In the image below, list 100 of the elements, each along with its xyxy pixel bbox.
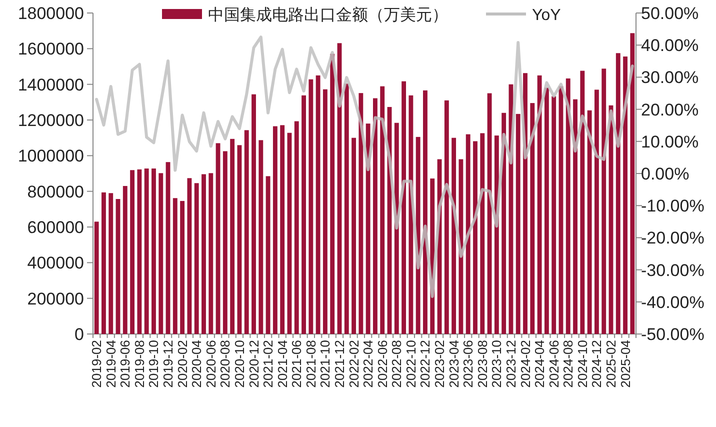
bar xyxy=(130,170,135,334)
bar xyxy=(152,168,156,334)
bar xyxy=(258,140,264,334)
bar xyxy=(180,200,185,334)
bar xyxy=(202,174,206,334)
bar xyxy=(602,68,606,334)
bar xyxy=(573,99,578,334)
x-tick-label: 2019-04 xyxy=(103,340,118,388)
bar xyxy=(380,86,385,334)
x-tick-label: 2021-02 xyxy=(260,340,276,388)
y-tick-label: 1800000 xyxy=(18,4,84,23)
bar xyxy=(630,33,635,334)
bar xyxy=(222,151,228,334)
bar xyxy=(580,70,585,334)
bar xyxy=(594,90,599,334)
bar xyxy=(452,138,456,334)
y2-tick-label: -30.00% xyxy=(641,260,704,280)
x-tick-label: 2022-06 xyxy=(374,340,390,388)
y2-tick-label: 0.00% xyxy=(641,164,690,184)
bar xyxy=(280,125,285,334)
x-tick-label: 2023-06 xyxy=(460,340,476,388)
bar xyxy=(366,124,370,334)
bar xyxy=(116,199,120,334)
bar xyxy=(108,193,114,334)
bar xyxy=(466,134,470,334)
bar xyxy=(352,138,356,334)
x-tick-label: 2025-02 xyxy=(603,340,618,388)
x-tick-label: 2022-04 xyxy=(360,340,376,388)
x-tick-label: 2021-08 xyxy=(303,340,318,388)
bar xyxy=(473,141,478,334)
y2-tick-label: 20.00% xyxy=(641,100,699,120)
x-tick-label: 2023-04 xyxy=(446,340,462,388)
bar xyxy=(187,178,192,334)
x-tick-label: 2024-04 xyxy=(532,340,548,388)
y2-tick-label: 40.00% xyxy=(641,36,699,56)
bar xyxy=(216,143,220,334)
x-tick-label: 2019-06 xyxy=(118,340,133,388)
x-tick-label: 2019-02 xyxy=(89,340,104,388)
y2-tick-label: -40.00% xyxy=(641,292,704,312)
x-tick-label: 2022-02 xyxy=(346,340,362,388)
bar xyxy=(237,145,242,334)
legend-label: 中国集成电路出口金额（万美元） xyxy=(208,6,448,24)
y-tick-label: 1600000 xyxy=(18,40,84,59)
bar xyxy=(537,75,542,334)
x-tick-label: 2023-12 xyxy=(503,340,518,388)
y2-tick-label: 50.00% xyxy=(641,4,699,23)
x-tick-label: 2024-02 xyxy=(518,340,533,388)
x-tick-label: 2023-10 xyxy=(489,340,504,388)
bar xyxy=(402,81,406,334)
x-tick-label: 2025-04 xyxy=(618,340,633,388)
bar xyxy=(294,121,299,334)
y2-tick-label: 10.00% xyxy=(641,132,699,152)
bar xyxy=(423,90,428,334)
y2-tick-label: -20.00% xyxy=(641,228,704,248)
y-tick-label: 1000000 xyxy=(18,146,84,166)
x-tick-label: 2022-08 xyxy=(389,340,404,388)
x-tick-label: 2023-02 xyxy=(432,340,448,388)
x-tick-label: 2022-10 xyxy=(403,340,418,388)
bar xyxy=(322,89,328,334)
bar xyxy=(122,186,128,334)
bar xyxy=(330,54,335,334)
y-tick-label: 1400000 xyxy=(18,75,84,94)
bar xyxy=(552,96,556,334)
x-tick-label: 2019-10 xyxy=(146,340,162,388)
bar xyxy=(230,138,235,334)
bar xyxy=(544,88,549,334)
bar xyxy=(252,94,256,334)
bar xyxy=(94,222,99,334)
y-tick-label: 200000 xyxy=(27,289,84,308)
x-tick-label: 2021-04 xyxy=(274,340,290,388)
y-tick-label: 800000 xyxy=(27,182,84,202)
y-tick-label: 0 xyxy=(74,325,84,344)
y-tick-label: 600000 xyxy=(27,218,84,237)
x-tick-label: 2019-08 xyxy=(132,340,147,388)
bar xyxy=(244,130,249,334)
y2-tick-label: -10.00% xyxy=(641,196,704,216)
x-tick-label: 2024-06 xyxy=(546,340,562,388)
x-tick-label: 2022-12 xyxy=(418,340,433,388)
bar xyxy=(208,173,214,334)
x-tick-label: 2020-10 xyxy=(232,340,247,388)
bar xyxy=(394,122,399,334)
bar xyxy=(458,159,464,334)
bar xyxy=(302,95,306,334)
x-tick-label: 2023-08 xyxy=(474,340,490,388)
bar xyxy=(102,192,106,334)
x-tick-label: 2020-06 xyxy=(203,340,218,388)
bar xyxy=(480,133,485,334)
y-tick-label: 1200000 xyxy=(18,111,84,130)
bar xyxy=(194,183,199,334)
x-tick-label: 2021-06 xyxy=(289,340,304,388)
x-tick-label: 2024-10 xyxy=(574,340,590,388)
x-tick-label: 2020-04 xyxy=(189,340,204,388)
bar xyxy=(166,162,170,334)
y-tick-label: 400000 xyxy=(27,254,84,273)
bar xyxy=(623,56,628,334)
bar xyxy=(373,98,378,334)
x-tick-label: 2019-12 xyxy=(160,340,176,388)
bar xyxy=(566,78,570,334)
x-tick-label: 2021-12 xyxy=(332,340,347,388)
bar xyxy=(287,132,292,334)
